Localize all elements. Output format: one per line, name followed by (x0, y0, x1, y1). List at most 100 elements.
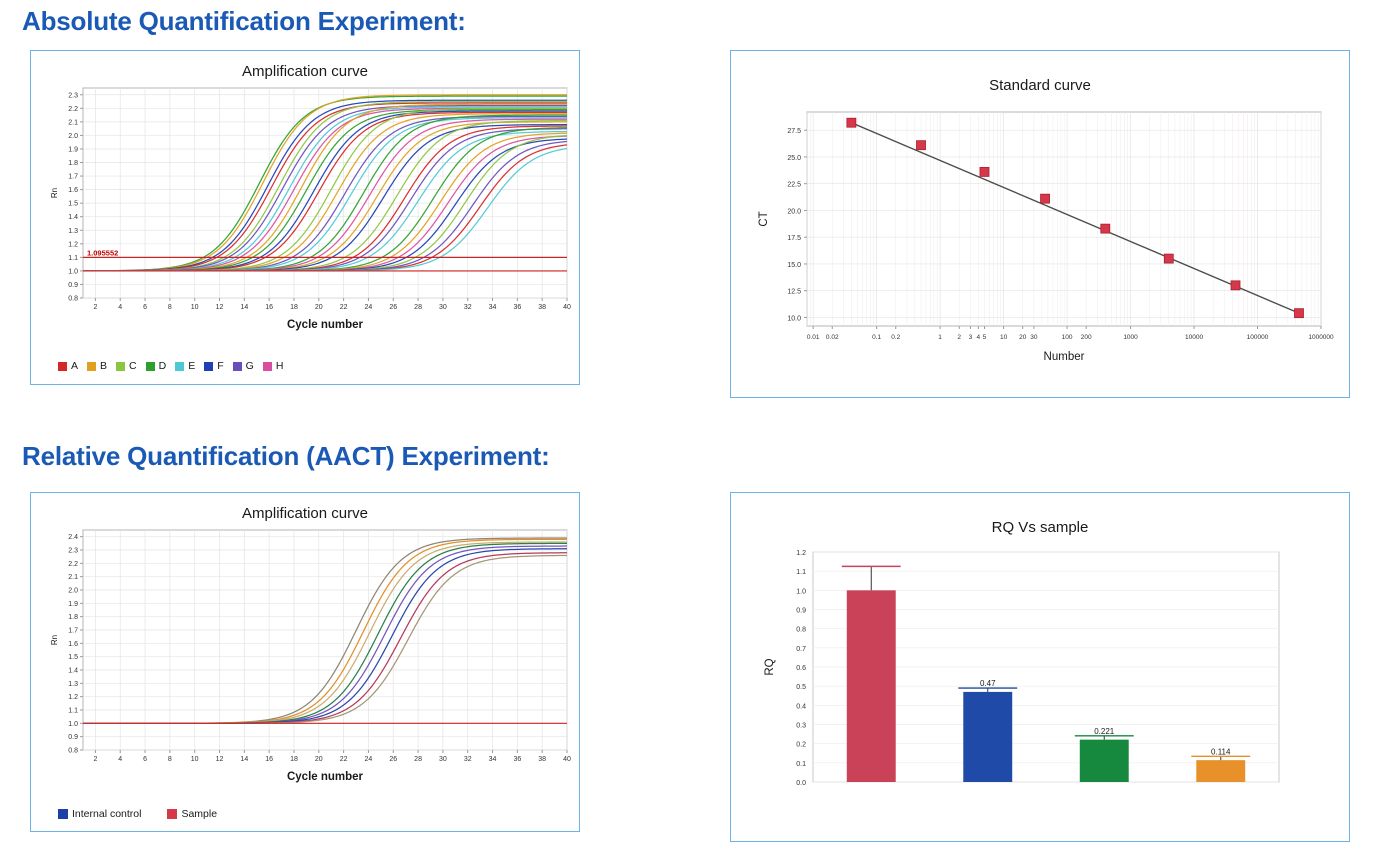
svg-text:1.0: 1.0 (68, 268, 78, 275)
svg-text:20.0: 20.0 (787, 208, 801, 215)
svg-text:Rn: Rn (50, 635, 59, 645)
svg-text:17.5: 17.5 (787, 235, 801, 242)
svg-text:20: 20 (315, 304, 323, 311)
svg-text:32: 32 (464, 304, 472, 311)
chart-amplification-relative: 0.8 0.9 1.0 1.1 1.2 1.3 1.4 1.5 1.6 1.7 1.8 1.9 2.0 2… (50, 529, 571, 783)
legend-swatch-icon (116, 361, 126, 371)
legend-label: Sample (181, 808, 218, 820)
svg-text:1.6: 1.6 (68, 641, 78, 648)
svg-text:0.01: 0.01 (807, 334, 820, 341)
svg-text:0.4: 0.4 (796, 703, 806, 710)
legend-absolute-item: F (204, 360, 224, 372)
svg-text:26: 26 (389, 304, 397, 311)
svg-text:1.8: 1.8 (68, 160, 78, 167)
svg-text:30: 30 (439, 304, 447, 311)
standard-curve-point (846, 117, 857, 128)
legend-absolute-item: E (175, 360, 195, 372)
legend-label: G (245, 360, 254, 372)
svg-text:1.2: 1.2 (796, 550, 806, 557)
svg-text:2.2: 2.2 (68, 106, 78, 113)
svg-text:2: 2 (957, 334, 961, 341)
legend-amplification-relative: Internal control Sample (58, 808, 217, 820)
svg-text:1.5: 1.5 (68, 201, 78, 208)
standard-curve-point (1230, 280, 1241, 291)
page-title-absolute-quantification: Absolute Quantification Experiment: (22, 6, 466, 36)
svg-text:10: 10 (1000, 334, 1008, 341)
svg-text:4: 4 (118, 756, 122, 763)
legend-relative-item: Sample (167, 808, 217, 820)
svg-text:0.3: 0.3 (796, 723, 806, 730)
legend-label: E (188, 360, 196, 372)
svg-text:2.3: 2.3 (68, 92, 78, 99)
svg-text:1.0: 1.0 (68, 721, 78, 728)
svg-text:1.7: 1.7 (68, 628, 78, 635)
panel-rq-vs-sample: RQ Vs sample 0.0 0.1 0.2 0.3 0.4 0.5 0.6 0.7 0.8… (730, 492, 1350, 842)
svg-text:2.1: 2.1 (68, 574, 78, 581)
legend-absolute-item: B (87, 360, 107, 372)
svg-text:20: 20 (1019, 334, 1027, 341)
svg-text:10.0: 10.0 (787, 315, 801, 322)
svg-text:1.1: 1.1 (796, 569, 806, 576)
svg-text:36: 36 (513, 756, 521, 763)
svg-text:20: 20 (315, 756, 323, 763)
svg-text:1.9: 1.9 (68, 601, 78, 608)
legend-swatch-icon (145, 361, 155, 371)
bar-value-label: 0.47 (980, 679, 996, 688)
svg-text:0.02: 0.02 (826, 334, 839, 341)
svg-text:0.8: 0.8 (68, 296, 78, 303)
svg-text:4: 4 (118, 304, 122, 311)
standard-curve-point (979, 167, 990, 177)
svg-text:1.2: 1.2 (68, 694, 78, 701)
svg-text:2.0: 2.0 (68, 588, 78, 595)
chart-title-standard-curve: Standard curve (989, 77, 1091, 94)
svg-text:100: 100 (1062, 334, 1073, 341)
panel-amplification-relative: Amplification curve 0.8 0.9 1.0 1.1 1.2 1.3 1.… (30, 492, 580, 832)
legend-swatch-icon (204, 361, 214, 371)
legend-label: Internal control (72, 808, 142, 820)
chart-title-amplification-relative: Amplification curve (242, 505, 368, 522)
svg-text:10000: 10000 (1185, 334, 1203, 341)
svg-text:0.1: 0.1 (872, 334, 881, 341)
bar (1079, 739, 1129, 782)
legend-absolute-item: H (262, 360, 283, 372)
legend-absolute-item: C (116, 360, 137, 372)
svg-text:Cycle number: Cycle number (287, 319, 364, 331)
svg-text:40: 40 (563, 756, 571, 763)
svg-text:RQ: RQ (764, 658, 776, 675)
svg-text:24: 24 (365, 304, 373, 311)
svg-text:1.0: 1.0 (796, 588, 806, 595)
svg-text:5: 5 (983, 334, 987, 341)
svg-text:0.9: 0.9 (796, 608, 806, 615)
svg-text:30: 30 (1030, 334, 1038, 341)
svg-text:0.2: 0.2 (891, 334, 900, 341)
svg-text:1.2: 1.2 (68, 241, 78, 248)
svg-text:100000: 100000 (1247, 334, 1269, 341)
chart-title-rq-vs-sample: RQ Vs sample (991, 519, 1089, 536)
svg-text:2.1: 2.1 (68, 119, 78, 126)
svg-text:0.1: 0.1 (796, 761, 806, 768)
svg-text:CT: CT (758, 211, 770, 226)
svg-text:1.3: 1.3 (68, 228, 78, 235)
svg-text:22.5: 22.5 (787, 182, 801, 189)
svg-text:1000: 1000 (1123, 334, 1138, 341)
chart-title-amplification-absolute: Amplification curve (242, 63, 368, 80)
page-title-relative-quantification: Relative Quantification (AACT) Experimen… (22, 441, 550, 471)
svg-text:1.1: 1.1 (68, 708, 78, 715)
chart-amplification-absolute: 0.8 0.9 1.0 1.1 1.2 1.3 1.4 1.5 1.6 1.7 1.8 1.9 2.0 2… (50, 87, 571, 331)
svg-text:1.3: 1.3 (68, 681, 78, 688)
standard-curve-point (916, 140, 926, 151)
svg-text:30: 30 (439, 756, 447, 763)
svg-text:1000000: 1000000 (1308, 334, 1334, 341)
svg-text:6: 6 (143, 756, 147, 763)
svg-text:0.0: 0.0 (796, 780, 806, 787)
bar-value-label: 0.221 (1094, 727, 1115, 736)
svg-text:0.2: 0.2 (796, 742, 806, 749)
svg-text:6: 6 (143, 304, 147, 311)
svg-text:2.2: 2.2 (68, 561, 78, 568)
svg-text:25.0: 25.0 (787, 155, 801, 162)
svg-text:34: 34 (489, 304, 497, 311)
svg-text:1.7: 1.7 (68, 174, 78, 181)
legend-swatch-icon (167, 809, 178, 819)
svg-text:Cycle number: Cycle number (287, 771, 364, 783)
svg-text:18: 18 (290, 304, 298, 311)
